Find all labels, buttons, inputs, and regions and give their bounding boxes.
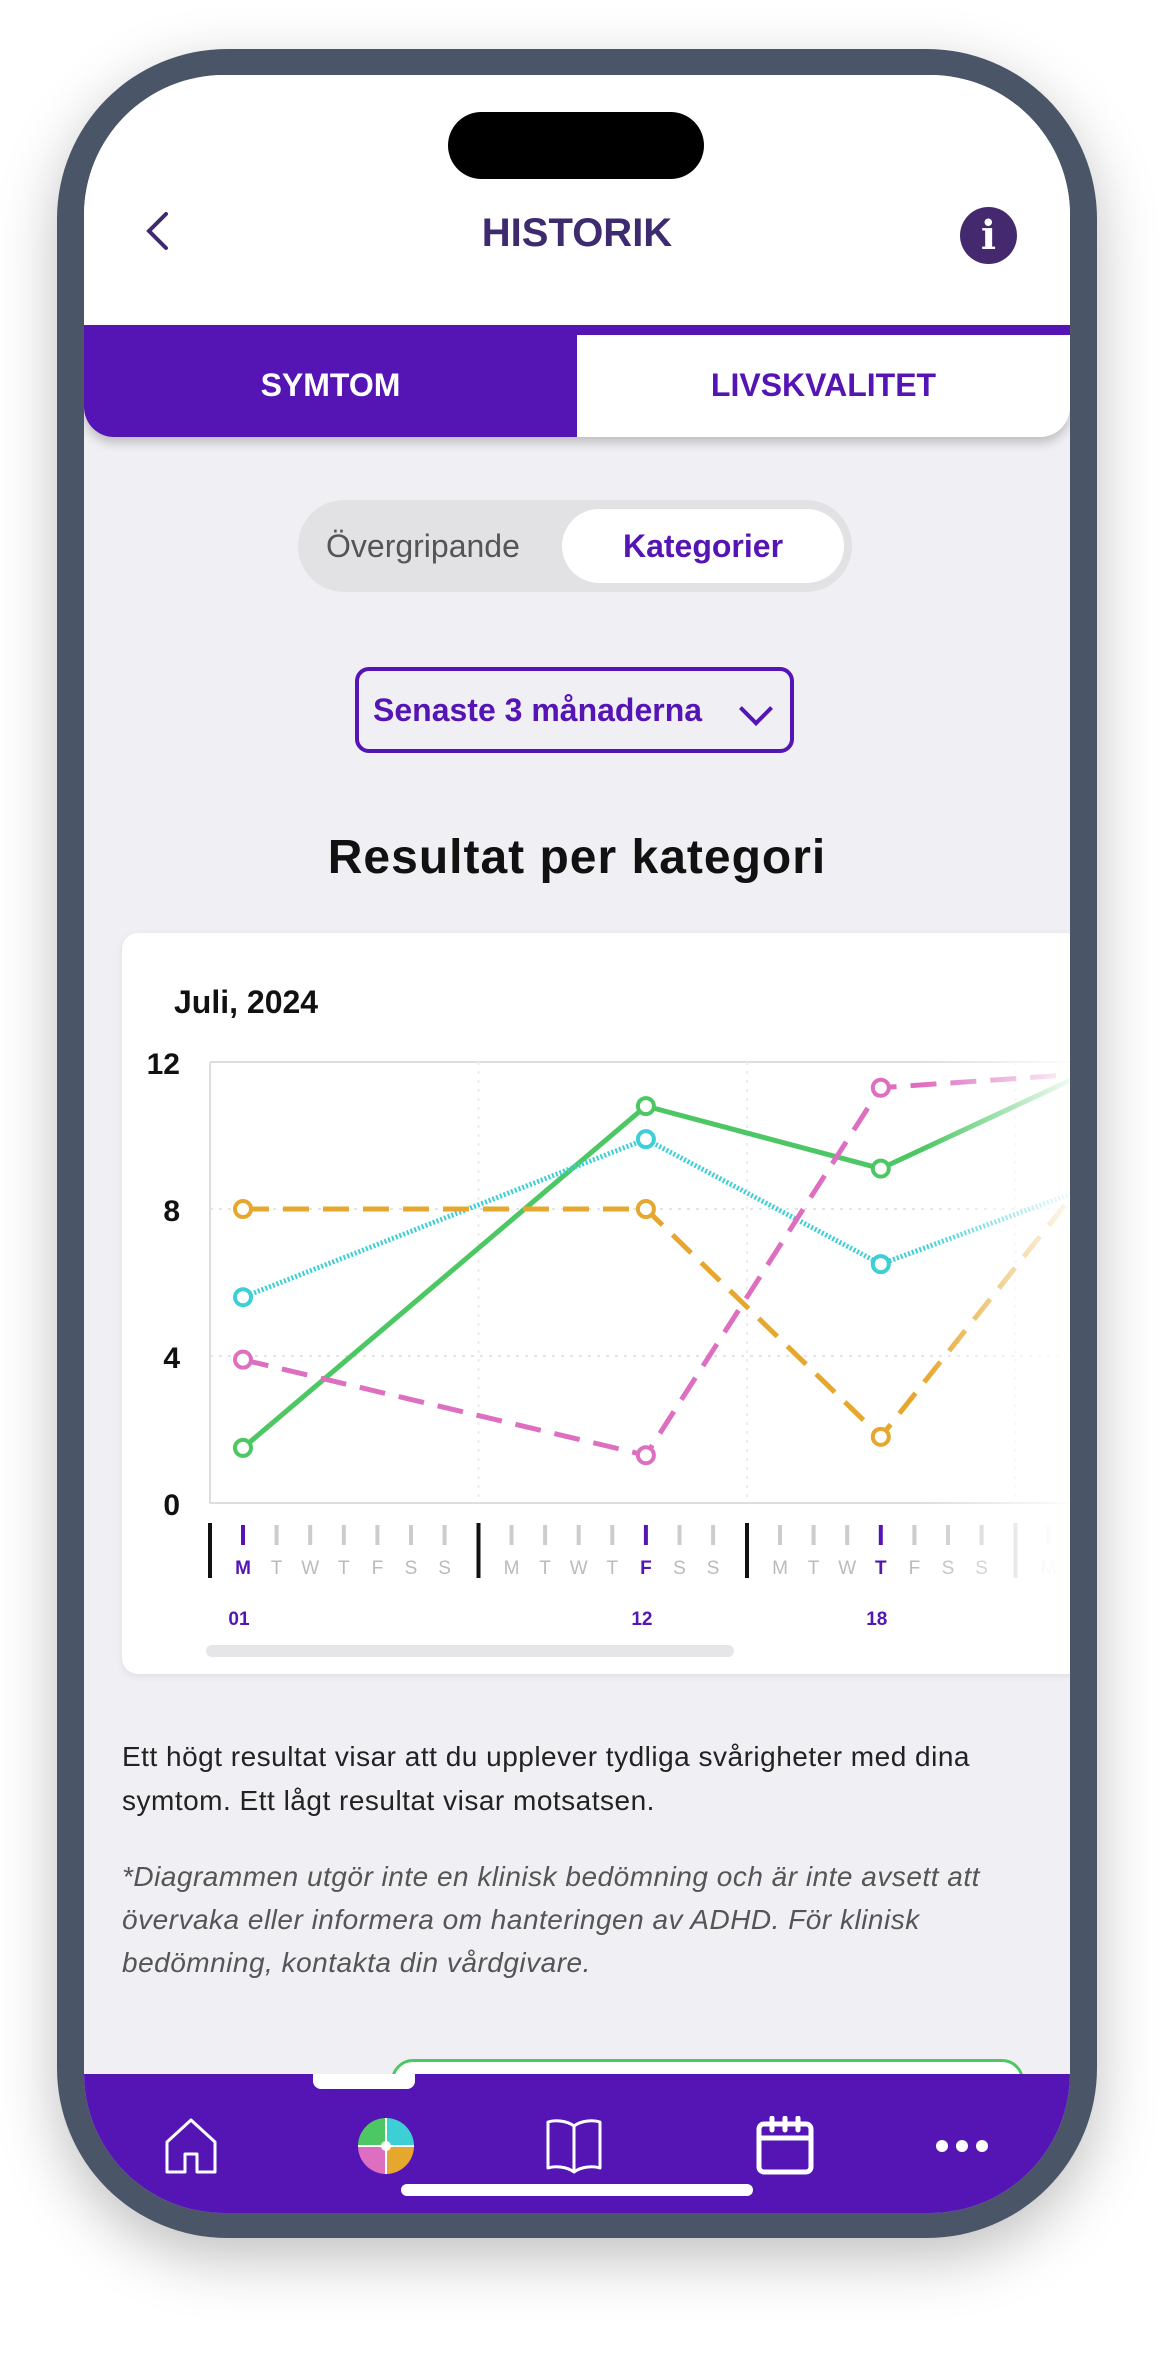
horizontal-scrollbar[interactable]: [206, 1645, 734, 1657]
toggle-overgripande[interactable]: Övergripande: [326, 528, 520, 564]
bottom-nav: [84, 2074, 1070, 2213]
weekday-label: T: [606, 1558, 618, 1579]
data-point: [870, 1254, 891, 1275]
data-point: [635, 1096, 656, 1117]
nav-active-indicator: [313, 2074, 415, 2089]
weekday-label: T: [271, 1558, 283, 1579]
y-tick-label: 0: [163, 1489, 180, 1522]
data-point: [870, 1426, 891, 1447]
weekday-label: M: [504, 1558, 520, 1579]
weekday-label: F: [372, 1558, 384, 1579]
date-label: 18: [866, 1609, 887, 1630]
tab-symtom[interactable]: SYMTOM: [84, 335, 577, 437]
screen: HISTORIK i SYMTOM LIVSKVALITET Övergripa…: [84, 75, 1070, 2213]
chart-card[interactable]: Juli, 202412840MTWTFSSMTWTFSSMTWTFSSMTWT…: [122, 933, 1070, 1674]
weekday-label: S: [673, 1558, 686, 1579]
description-text: Ett högt resultat visar att du upplever …: [122, 1741, 970, 1816]
chevron-left-icon[interactable]: [144, 211, 170, 251]
info-icon[interactable]: i: [960, 207, 1017, 264]
weekday-label: W: [838, 1558, 856, 1579]
weekday-label: M: [235, 1558, 251, 1579]
data-point: [233, 1199, 253, 1219]
chart-title: Juli, 2024: [174, 984, 318, 1020]
weekday-label: S: [707, 1558, 720, 1579]
weekday-label: S: [405, 1558, 418, 1579]
data-point: [233, 1287, 253, 1308]
period-dropdown-value: Senaste 3 månaderna: [373, 692, 703, 728]
weekday-label: W: [301, 1558, 319, 1579]
weekday-label: T: [539, 1558, 551, 1579]
date-label: 12: [631, 1609, 652, 1630]
home-indicator: [401, 2184, 753, 2196]
view-toggle: Övergripande Kategorier: [298, 500, 852, 592]
y-tick-label: 8: [163, 1195, 180, 1228]
line-chart: Juli, 202412840MTWTFSSMTWTFSSMTWTFSSMTWT…: [147, 984, 1070, 1657]
home-icon[interactable]: [161, 2116, 221, 2176]
weekday-label: M: [772, 1558, 788, 1579]
data-point: [635, 1445, 656, 1466]
dynamic-island: [448, 112, 704, 179]
calendar-icon[interactable]: [755, 2116, 815, 2176]
series-line-2: [243, 1194, 1070, 1441]
date-label: 01: [228, 1609, 250, 1630]
data-point: [870, 1158, 891, 1179]
y-tick-label: 4: [163, 1342, 180, 1375]
data-point: [635, 1129, 656, 1150]
weekday-label: F: [640, 1558, 652, 1579]
data-point: [635, 1199, 656, 1219]
data-point: [870, 1077, 891, 1098]
weekday-label: T: [338, 1558, 350, 1579]
section-title: Resultat per kategori: [327, 831, 827, 884]
disclaimer-text: *Diagrammen utgör inte en klinisk bedömn…: [122, 1861, 980, 1978]
chevron-down-icon: [739, 692, 773, 726]
tab-livskvalitet[interactable]: LIVSKVALITET: [710, 367, 937, 403]
weekday-label: T: [808, 1558, 820, 1579]
weekday-label: F: [909, 1558, 921, 1579]
period-dropdown[interactable]: Senaste 3 månaderna: [355, 667, 794, 753]
page-title: HISTORIK: [481, 211, 673, 255]
weekday-label: T: [875, 1558, 887, 1579]
y-tick-label: 12: [147, 1048, 180, 1081]
more-icon[interactable]: [932, 2116, 992, 2176]
weekday-label: W: [570, 1558, 588, 1579]
data-point: [233, 1349, 253, 1370]
book-icon[interactable]: [544, 2116, 604, 2176]
progress-wheel-icon[interactable]: [356, 2116, 416, 2176]
tab-bar: SYMTOM LIVSKVALITET: [84, 325, 1070, 437]
right-fade-overlay: [922, 1052, 1070, 1583]
data-point: [233, 1437, 253, 1458]
weekday-label: S: [438, 1558, 451, 1579]
toggle-kategorier[interactable]: Kategorier: [562, 509, 844, 583]
